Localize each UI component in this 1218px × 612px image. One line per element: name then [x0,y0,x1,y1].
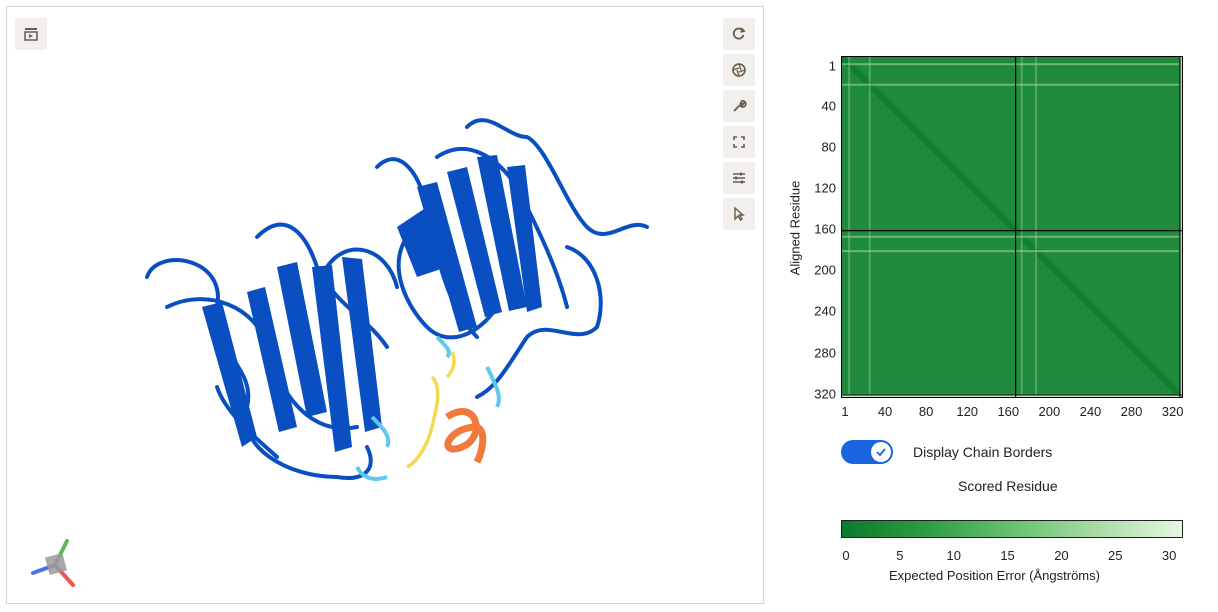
toggle-knob [871,442,891,462]
heatmap-row-streak [841,63,1183,66]
heatmap-col-streak [848,56,851,398]
sequence-menu-button[interactable] [15,18,47,50]
sliders-icon [733,172,745,184]
heatmap-col-streak [868,56,871,398]
protein-structure[interactable] [7,7,764,604]
colorbar-tick-label: 20 [1054,548,1069,563]
pae-heatmap[interactable] [841,56,1183,398]
reset-view-button[interactable] [723,18,755,50]
camera-aperture-icon [732,63,746,77]
x-tick-label: 40 [877,404,893,419]
colorbar-tick-label: 0 [842,548,850,563]
colorbar-tick-label: 5 [896,548,904,563]
heatmap-col-streak [1035,56,1038,398]
heatmap-row-streak [841,235,1183,238]
screenshot-button[interactable] [723,54,755,86]
x-tick-label: 320 [1161,404,1184,419]
heatmap-col-streak [1020,56,1023,398]
y-tick-label: 320 [814,386,836,402]
y-tick-label: 200 [814,262,836,278]
cursor-icon [734,206,745,221]
x-tick-label: 240 [1079,404,1102,419]
viewer-toolbar [723,18,755,234]
pae-colorbar [841,520,1183,538]
heatmap-frame [841,56,1183,398]
colorbar-tick-label: 10 [946,548,961,563]
y-tick-label: 120 [814,180,836,196]
x-tick-label: 120 [956,404,979,419]
y-tick-label: 280 [814,345,836,361]
colorbar-tick-label: 25 [1108,548,1123,563]
chain-borders-toggle[interactable] [841,440,893,464]
x-tick-label: 280 [1120,404,1143,419]
y-tick-label: 80 [821,139,836,155]
colorbar-ticks: 0 5 10 15 20 25 30 [841,548,1183,566]
x-tick-label: 1 [841,404,849,419]
y-tick-label: 40 [821,98,836,114]
heatmap-diagonal [841,56,1183,398]
x-axis-label: Scored Residue [958,478,1058,494]
expand-icon [733,136,745,148]
chain-borders-label: Display Chain Borders [913,444,1053,460]
check-icon [876,448,886,457]
settings-button[interactable] [723,162,755,194]
tools-button[interactable] [723,90,755,122]
heatmap-row-streak [841,250,1183,253]
structure-viewer[interactable] [6,6,764,604]
heatmap-edge-col [1179,56,1183,398]
orientation-axes-icon [31,539,75,587]
y-axis-ticks: 1 40 80 120 160 200 240 280 320 [790,56,838,402]
heatmap-row-streak [841,83,1183,86]
selection-mode-button[interactable] [723,198,755,230]
x-tick-label: 160 [997,404,1020,419]
chain-borders-toggle-row: Display Chain Borders [841,440,1052,464]
refresh-icon [732,27,746,40]
x-tick-label: 200 [1038,404,1061,419]
x-axis-ticks: 1 40 80 120 160 200 240 280 320 [841,404,1183,422]
colorbar-tick-label: 30 [1161,548,1177,563]
sequence-menu-icon [24,28,38,41]
y-tick-label: 1 [828,58,836,74]
fullscreen-button[interactable] [723,126,755,158]
heatmap-edge-row [841,394,1183,398]
colorbar-label: Expected Position Error (Ångströms) [889,568,1100,583]
x-tick-label: 80 [918,404,934,419]
wrench-icon [733,100,747,112]
y-tick-label: 160 [814,221,836,237]
colorbar-tick-label: 15 [1000,548,1015,563]
y-tick-label: 240 [814,303,836,319]
